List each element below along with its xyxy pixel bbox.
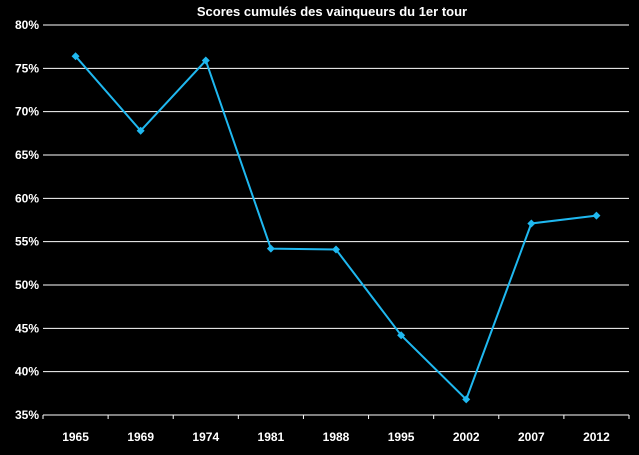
x-tick-label: 1965 [62, 430, 89, 444]
data-point [592, 211, 601, 220]
y-axis-ticks: 35% 40% 45% 50% 55% 60% 65% 70% 75% 80% [15, 18, 39, 422]
data-point [136, 126, 145, 135]
data-point [332, 245, 340, 254]
x-tick-label: 1969 [127, 430, 154, 444]
series-line [74, 55, 597, 402]
x-tick-label: 1981 [258, 430, 285, 444]
series-layer [71, 52, 601, 404]
y-tick-label: 80% [15, 18, 39, 32]
data-point [527, 219, 536, 228]
data-point [462, 395, 471, 404]
data-point [266, 244, 275, 253]
y-tick-label: 50% [15, 278, 39, 292]
data-point [397, 331, 406, 340]
gridlines [43, 24, 629, 373]
data-point [201, 56, 210, 65]
x-tick-label: 1988 [323, 430, 350, 444]
x-tick-label: 1995 [388, 430, 415, 444]
chart-title: Scores cumulés des vainqueurs du 1er tou… [197, 4, 467, 19]
y-tick-label: 75% [15, 61, 39, 75]
x-axis-ticks: 1965 1969 1974 1981 1988 1995 2002 2007 2012 [42, 415, 630, 444]
x-tick-label: 2002 [453, 430, 480, 444]
y-tick-label: 35% [15, 408, 39, 422]
y-tick-label: 65% [15, 148, 39, 162]
x-tick-label: 2012 [583, 430, 610, 444]
x-tick-label: 2007 [518, 430, 545, 444]
x-tick-label: 1974 [192, 430, 219, 444]
y-tick-label: 40% [15, 365, 39, 379]
y-tick-label: 60% [15, 191, 39, 205]
data-point [71, 52, 80, 61]
y-tick-label: 55% [15, 235, 39, 249]
y-tick-label: 70% [15, 105, 39, 119]
y-tick-label: 45% [15, 321, 39, 335]
